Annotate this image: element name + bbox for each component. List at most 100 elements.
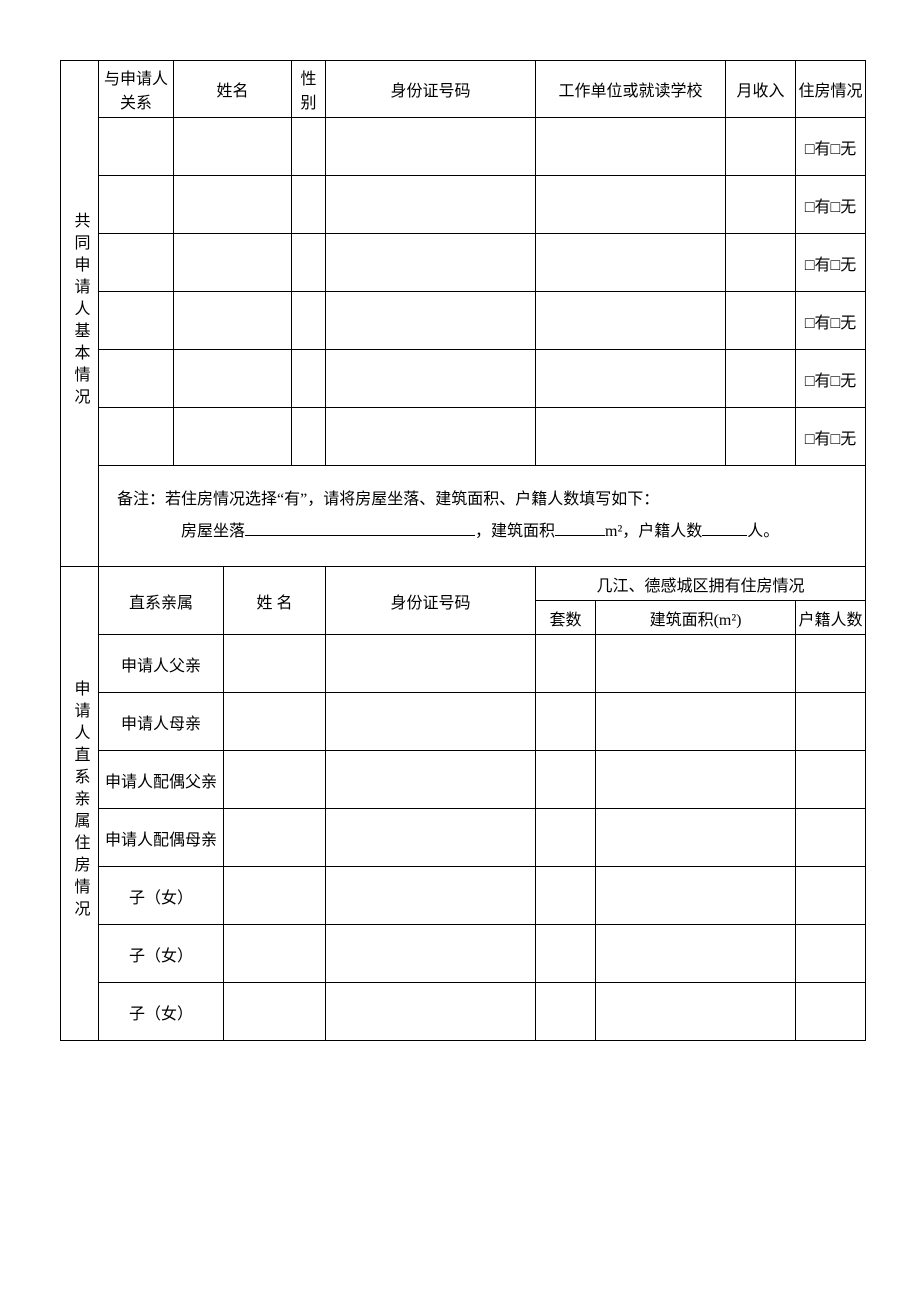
- s1-r4-income[interactable]: [726, 292, 796, 350]
- s2-r4-sets[interactable]: [536, 867, 596, 925]
- s2-r5-sets[interactable]: [536, 925, 596, 983]
- s2-r4-name[interactable]: [224, 867, 326, 925]
- s1-r2-relation[interactable]: [99, 176, 174, 234]
- s1-r5-idnum[interactable]: [326, 350, 536, 408]
- section1-title: 共同申请人基本情况: [68, 212, 92, 410]
- s2-r6-idnum[interactable]: [326, 983, 536, 1041]
- remark-line1: 备注：若住房情况选择“有”，请将房屋坐落、建筑面积、户籍人数填写如下：: [117, 491, 659, 508]
- s2-r2-sets[interactable]: [536, 751, 596, 809]
- s1-r6-workplace[interactable]: [536, 408, 726, 466]
- s1-r1-income[interactable]: [726, 118, 796, 176]
- s1-r2-idnum[interactable]: [326, 176, 536, 234]
- hdr2-sets: 套数: [536, 601, 596, 635]
- s2-r2-area[interactable]: [596, 751, 796, 809]
- s2-r1-persons[interactable]: [796, 693, 866, 751]
- s1-r2-gender[interactable]: [292, 176, 326, 234]
- hdr2-idnum: 身份证号码: [326, 567, 536, 635]
- s2-r6-relative: 子（女）: [99, 983, 224, 1041]
- s2-r3-area[interactable]: [596, 809, 796, 867]
- s1-r3-relation[interactable]: [99, 234, 174, 292]
- s2-r6-sets[interactable]: [536, 983, 596, 1041]
- s1-r3-housing[interactable]: □有□无: [796, 234, 866, 292]
- s2-r1-relative: 申请人母亲: [99, 693, 224, 751]
- s1-r4-housing[interactable]: □有□无: [796, 292, 866, 350]
- s2-r0-name[interactable]: [224, 635, 326, 693]
- hdr2-area: 建筑面积(m²): [596, 601, 796, 635]
- hdr2-housing-group: 几江、德感城区拥有住房情况: [536, 567, 866, 601]
- s1-r6-name[interactable]: [174, 408, 292, 466]
- s2-r2-relative: 申请人配偶父亲: [99, 751, 224, 809]
- s1-r3-income[interactable]: [726, 234, 796, 292]
- s1-r2-income[interactable]: [726, 176, 796, 234]
- s1-r6-relation[interactable]: [99, 408, 174, 466]
- remark-unit: m²，户籍人数: [605, 523, 702, 540]
- hdr-idnum: 身份证号码: [326, 61, 536, 118]
- s2-r5-relative: 子（女）: [99, 925, 224, 983]
- s1-r1-gender[interactable]: [292, 118, 326, 176]
- s1-r6-income[interactable]: [726, 408, 796, 466]
- section2-title: 申请人直系亲属住房情况: [68, 680, 92, 922]
- s1-r1-name[interactable]: [174, 118, 292, 176]
- s2-r2-name[interactable]: [224, 751, 326, 809]
- s2-r3-idnum[interactable]: [326, 809, 536, 867]
- s2-r2-idnum[interactable]: [326, 751, 536, 809]
- s2-r0-relative: 申请人父亲: [99, 635, 224, 693]
- s1-r2-housing[interactable]: □有□无: [796, 176, 866, 234]
- s1-r3-name[interactable]: [174, 234, 292, 292]
- s1-r1-idnum[interactable]: [326, 118, 536, 176]
- s2-r3-sets[interactable]: [536, 809, 596, 867]
- s1-r4-idnum[interactable]: [326, 292, 536, 350]
- s1-r6-idnum[interactable]: [326, 408, 536, 466]
- s2-r0-sets[interactable]: [536, 635, 596, 693]
- hdr2-relative: 直系亲属: [99, 567, 224, 635]
- s2-r5-area[interactable]: [596, 925, 796, 983]
- s1-r2-name[interactable]: [174, 176, 292, 234]
- s1-r5-gender[interactable]: [292, 350, 326, 408]
- s1-r3-gender[interactable]: [292, 234, 326, 292]
- s1-r5-income[interactable]: [726, 350, 796, 408]
- s1-r4-relation[interactable]: [99, 292, 174, 350]
- s1-r5-housing[interactable]: □有□无: [796, 350, 866, 408]
- s2-r5-idnum[interactable]: [326, 925, 536, 983]
- s2-r1-sets[interactable]: [536, 693, 596, 751]
- s1-r6-housing[interactable]: □有□无: [796, 408, 866, 466]
- s2-r1-idnum[interactable]: [326, 693, 536, 751]
- s1-r1-housing[interactable]: □有□无: [796, 118, 866, 176]
- s2-r4-area[interactable]: [596, 867, 796, 925]
- s1-r4-name[interactable]: [174, 292, 292, 350]
- s2-r2-persons[interactable]: [796, 751, 866, 809]
- s2-r0-area[interactable]: [596, 635, 796, 693]
- s1-r5-name[interactable]: [174, 350, 292, 408]
- s2-r5-name[interactable]: [224, 925, 326, 983]
- s2-r3-persons[interactable]: [796, 809, 866, 867]
- s2-r1-name[interactable]: [224, 693, 326, 751]
- remark-blank-location[interactable]: [245, 519, 475, 536]
- s1-r5-workplace[interactable]: [536, 350, 726, 408]
- s2-r3-name[interactable]: [224, 809, 326, 867]
- s2-r6-name[interactable]: [224, 983, 326, 1041]
- s1-r2-workplace[interactable]: [536, 176, 726, 234]
- s2-r4-idnum[interactable]: [326, 867, 536, 925]
- s2-r4-relative: 子（女）: [99, 867, 224, 925]
- s1-r1-workplace[interactable]: [536, 118, 726, 176]
- s1-r3-workplace[interactable]: [536, 234, 726, 292]
- s1-r3-idnum[interactable]: [326, 234, 536, 292]
- s2-r1-area[interactable]: [596, 693, 796, 751]
- remark-end: 人。: [747, 523, 779, 540]
- s1-r1-relation[interactable]: [99, 118, 174, 176]
- remark-blank-persons[interactable]: [702, 519, 747, 536]
- s1-r5-relation[interactable]: [99, 350, 174, 408]
- s2-r0-persons[interactable]: [796, 635, 866, 693]
- s1-r4-workplace[interactable]: [536, 292, 726, 350]
- s1-r4-gender[interactable]: [292, 292, 326, 350]
- s2-r5-persons[interactable]: [796, 925, 866, 983]
- s2-r6-persons[interactable]: [796, 983, 866, 1041]
- s2-r4-persons[interactable]: [796, 867, 866, 925]
- hdr-workplace: 工作单位或就读学校: [536, 61, 726, 118]
- hdr-income: 月收入: [726, 61, 796, 118]
- remark-blank-area[interactable]: [555, 519, 605, 536]
- s2-r6-area[interactable]: [596, 983, 796, 1041]
- hdr2-name: 姓 名: [224, 567, 326, 635]
- s2-r0-idnum[interactable]: [326, 635, 536, 693]
- s1-r6-gender[interactable]: [292, 408, 326, 466]
